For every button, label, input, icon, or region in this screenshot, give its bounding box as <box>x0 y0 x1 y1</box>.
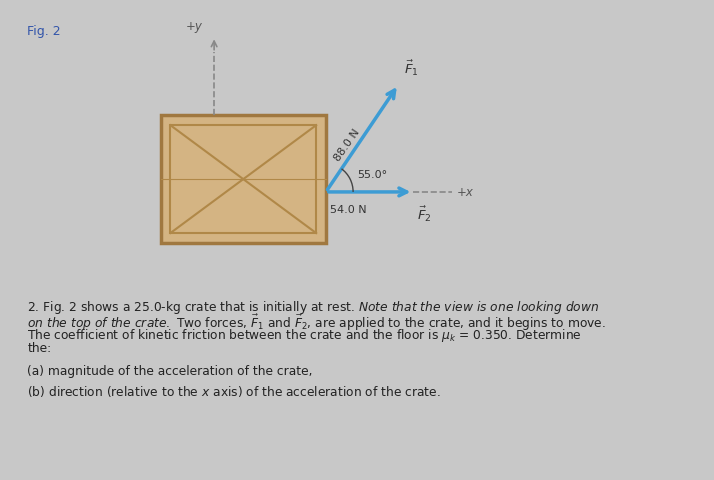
Text: $\it{on\ the\ top\ of\ the\ crate.}$ Two forces, $\vec{F}_1$ and $\vec{F}_2$, ar: $\it{on\ the\ top\ of\ the\ crate.}$ Two… <box>28 312 606 332</box>
Text: 88.0 N: 88.0 N <box>333 127 362 163</box>
Text: +x: +x <box>457 186 474 199</box>
Text: Fig. 2: Fig. 2 <box>28 25 61 38</box>
Text: (b) direction (relative to the $x$ axis) of the acceleration of the crate.: (b) direction (relative to the $x$ axis)… <box>28 383 441 398</box>
Text: The coefficient of kinetic friction between the crate and the floor is $\mu_k$ =: The coefficient of kinetic friction betw… <box>28 327 582 344</box>
Text: 55.0°: 55.0° <box>357 169 387 180</box>
Text: $\vec{F}_1$: $\vec{F}_1$ <box>404 58 419 77</box>
Text: +y: +y <box>186 20 203 34</box>
Bar <box>171 126 316 234</box>
Text: the:: the: <box>28 341 51 354</box>
Text: $\vec{F}_2$: $\vec{F}_2$ <box>417 204 432 224</box>
Text: (a) magnitude of the acceleration of the crate,: (a) magnitude of the acceleration of the… <box>28 364 313 377</box>
Text: 2. Fig. 2 shows a 25.0-kg crate that is initially at rest. $\it{Note\ that\ the\: 2. Fig. 2 shows a 25.0-kg crate that is … <box>28 298 600 315</box>
Bar <box>161 116 326 244</box>
Text: 54.0 N: 54.0 N <box>330 204 366 215</box>
